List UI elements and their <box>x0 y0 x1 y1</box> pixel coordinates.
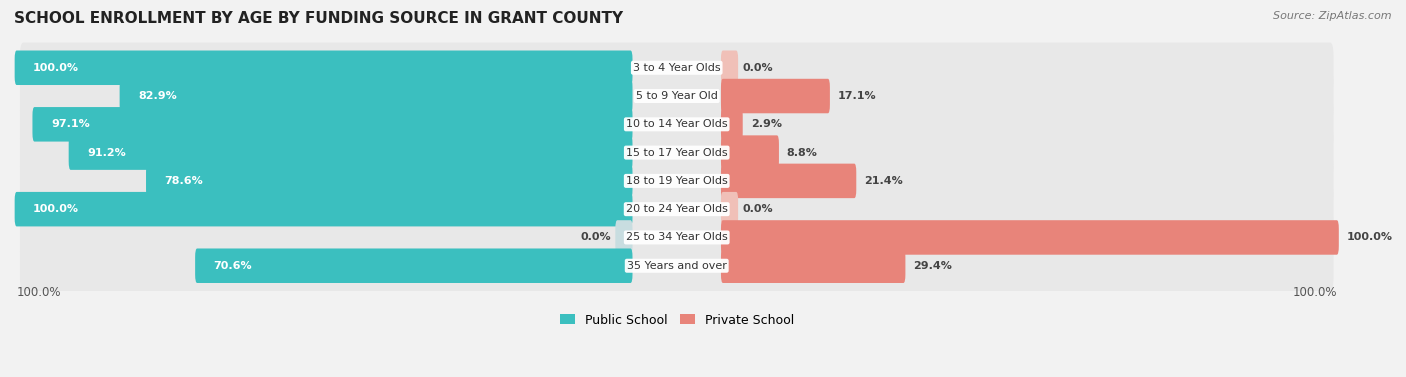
Text: 82.9%: 82.9% <box>138 91 177 101</box>
FancyBboxPatch shape <box>20 127 1333 178</box>
FancyBboxPatch shape <box>721 192 738 227</box>
Text: SCHOOL ENROLLMENT BY AGE BY FUNDING SOURCE IN GRANT COUNTY: SCHOOL ENROLLMENT BY AGE BY FUNDING SOUR… <box>14 11 623 26</box>
Text: 100.0%: 100.0% <box>34 63 79 73</box>
FancyBboxPatch shape <box>146 164 633 198</box>
Text: 2.9%: 2.9% <box>751 120 782 129</box>
Text: 29.4%: 29.4% <box>914 261 952 271</box>
Text: 100.0%: 100.0% <box>17 286 60 299</box>
Text: 0.0%: 0.0% <box>742 63 773 73</box>
FancyBboxPatch shape <box>721 248 905 283</box>
FancyBboxPatch shape <box>69 135 633 170</box>
Text: 100.0%: 100.0% <box>1292 286 1337 299</box>
FancyBboxPatch shape <box>721 135 779 170</box>
Legend: Public School, Private School: Public School, Private School <box>554 308 799 331</box>
Text: Source: ZipAtlas.com: Source: ZipAtlas.com <box>1274 11 1392 21</box>
FancyBboxPatch shape <box>721 220 1339 255</box>
Text: 20 to 24 Year Olds: 20 to 24 Year Olds <box>626 204 728 214</box>
FancyBboxPatch shape <box>14 192 633 227</box>
Text: 18 to 19 Year Olds: 18 to 19 Year Olds <box>626 176 728 186</box>
FancyBboxPatch shape <box>20 241 1333 291</box>
FancyBboxPatch shape <box>20 71 1333 121</box>
Text: 100.0%: 100.0% <box>34 204 79 214</box>
FancyBboxPatch shape <box>616 220 633 255</box>
Text: 91.2%: 91.2% <box>87 148 127 158</box>
Text: 70.6%: 70.6% <box>214 261 252 271</box>
FancyBboxPatch shape <box>721 107 742 142</box>
Text: 8.8%: 8.8% <box>787 148 818 158</box>
FancyBboxPatch shape <box>20 184 1333 234</box>
FancyBboxPatch shape <box>32 107 633 142</box>
FancyBboxPatch shape <box>20 43 1333 93</box>
Text: 10 to 14 Year Olds: 10 to 14 Year Olds <box>626 120 727 129</box>
Text: 35 Years and over: 35 Years and over <box>627 261 727 271</box>
Text: 0.0%: 0.0% <box>742 204 773 214</box>
Text: 5 to 9 Year Old: 5 to 9 Year Old <box>636 91 717 101</box>
FancyBboxPatch shape <box>20 156 1333 206</box>
Text: 100.0%: 100.0% <box>1347 233 1393 242</box>
Text: 97.1%: 97.1% <box>51 120 90 129</box>
FancyBboxPatch shape <box>721 79 830 113</box>
FancyBboxPatch shape <box>195 248 633 283</box>
Text: 25 to 34 Year Olds: 25 to 34 Year Olds <box>626 233 728 242</box>
FancyBboxPatch shape <box>20 212 1333 263</box>
Text: 21.4%: 21.4% <box>865 176 903 186</box>
FancyBboxPatch shape <box>721 164 856 198</box>
FancyBboxPatch shape <box>120 79 633 113</box>
Text: 15 to 17 Year Olds: 15 to 17 Year Olds <box>626 148 727 158</box>
Text: 0.0%: 0.0% <box>581 233 610 242</box>
Text: 3 to 4 Year Olds: 3 to 4 Year Olds <box>633 63 720 73</box>
Text: 17.1%: 17.1% <box>838 91 876 101</box>
FancyBboxPatch shape <box>20 99 1333 150</box>
Text: 78.6%: 78.6% <box>165 176 204 186</box>
FancyBboxPatch shape <box>14 51 633 85</box>
FancyBboxPatch shape <box>721 51 738 85</box>
